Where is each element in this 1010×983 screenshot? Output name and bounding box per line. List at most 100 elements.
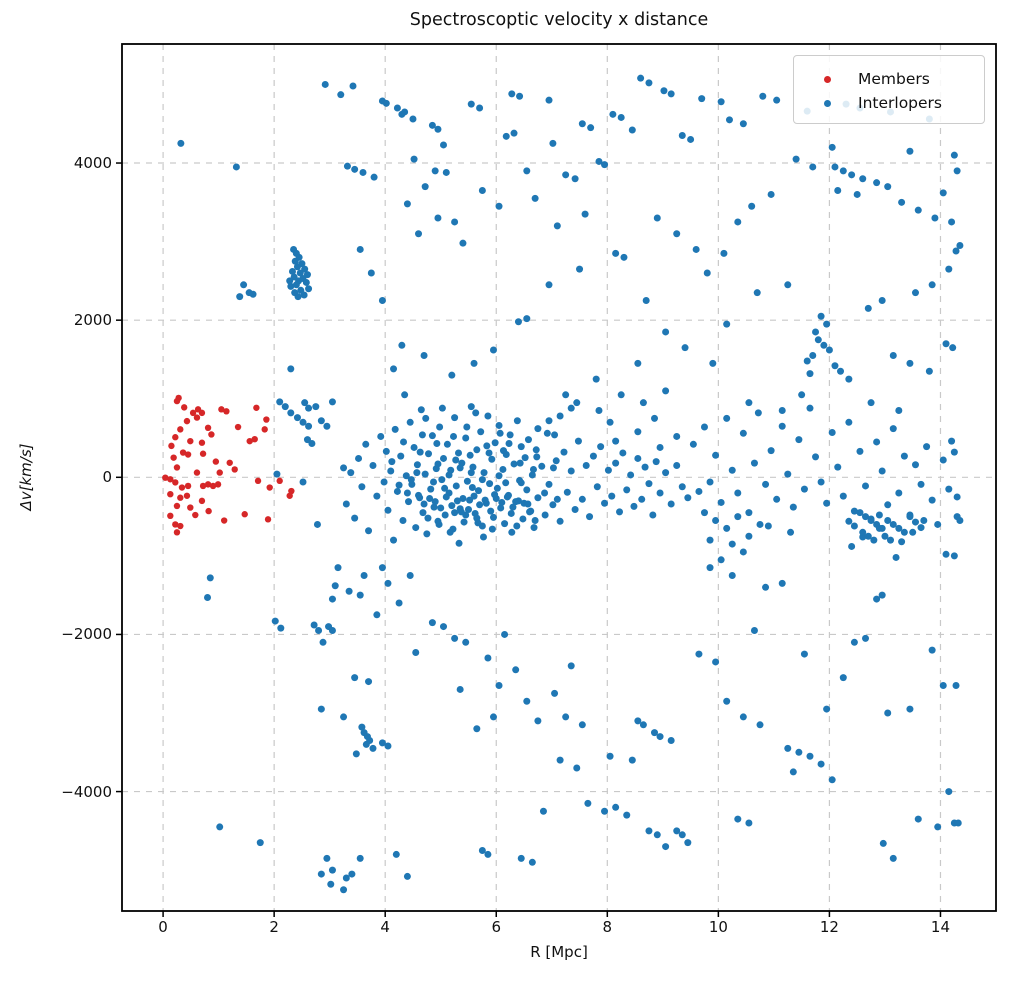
scatter-point-interlopers	[369, 462, 377, 470]
scatter-point-interlopers	[453, 497, 461, 505]
scatter-point-interlopers	[463, 423, 471, 431]
scatter-point-interlopers	[739, 429, 747, 437]
scatter-point-interlopers	[700, 509, 708, 517]
scatter-point-members	[198, 497, 206, 505]
scatter-point-interlopers	[483, 442, 491, 450]
scatter-point-interlopers	[415, 230, 423, 238]
scatter-point-interlopers	[382, 447, 390, 455]
scatter-point-interlopers	[700, 423, 708, 431]
scatter-point-interlopers	[481, 496, 489, 504]
chart-title: Spectroscoptic velocity x distance	[409, 10, 709, 30]
scatter-point-interlopers	[287, 409, 295, 417]
interlopers-marker-icon	[824, 99, 831, 107]
scatter-point-interlopers	[315, 627, 323, 635]
scatter-point-interlopers	[464, 506, 472, 514]
scatter-point-interlopers	[556, 412, 564, 420]
scatter-point-interlopers	[299, 478, 307, 486]
scatter-point-interlopers	[351, 674, 359, 682]
scatter-point-interlopers	[452, 456, 460, 464]
scatter-point-interlopers	[634, 359, 642, 367]
scatter-point-interlopers	[321, 80, 329, 88]
scatter-point-interlopers	[839, 674, 847, 682]
scatter-point-members	[177, 494, 184, 501]
scatter-point-interlopers	[517, 479, 525, 487]
scatter-point-members	[223, 408, 230, 415]
scatter-point-interlopers	[334, 564, 342, 572]
scatter-point-interlopers	[695, 650, 703, 658]
scatter-point-interlopers	[687, 135, 695, 143]
scatter-point-interlopers	[848, 542, 856, 550]
scatter-point-interlopers	[884, 517, 892, 525]
scatter-point-interlopers	[416, 448, 424, 456]
scatter-point-interlopers	[873, 595, 881, 603]
scatter-point-interlopers	[362, 740, 370, 748]
scatter-point-interlopers	[514, 497, 522, 505]
scatter-point-interlopers	[750, 627, 758, 635]
scatter-point-interlopers	[508, 90, 516, 98]
scatter-point-interlopers	[689, 440, 697, 448]
scatter-point-interlopers	[706, 564, 714, 572]
scatter-point-interlopers	[497, 504, 505, 512]
scatter-point-interlopers	[401, 391, 409, 399]
scatter-point-interlopers	[576, 265, 584, 273]
scatter-point-interlopers	[945, 265, 953, 273]
scatter-point-interlopers	[553, 222, 561, 230]
scatter-point-interlopers	[384, 506, 392, 514]
scatter-point-interlopers	[595, 407, 603, 415]
scatter-point-interlopers	[521, 454, 529, 462]
scatter-point-interlopers	[434, 460, 442, 468]
scatter-point-interlopers	[438, 404, 446, 412]
scatter-point-interlopers	[358, 483, 366, 491]
scatter-point-interlopers	[911, 289, 919, 297]
scatter-point-interlopers	[463, 477, 471, 485]
scatter-point-interlopers	[954, 819, 962, 827]
scatter-point-interlopers	[405, 498, 413, 506]
scatter-point-interlopers	[356, 245, 364, 253]
scatter-point-interlopers	[485, 449, 493, 457]
scatter-point-members	[241, 511, 248, 518]
scatter-point-interlopers	[528, 471, 536, 479]
scatter-point-interlopers	[864, 532, 872, 540]
scatter-point-members	[198, 439, 206, 446]
scatter-point-interlopers	[293, 414, 301, 422]
scatter-point-interlopers	[728, 466, 736, 474]
scatter-point-members	[189, 409, 197, 417]
scatter-point-interlopers	[516, 459, 524, 467]
scatter-point-interlopers	[884, 709, 892, 717]
scatter-point-interlopers	[573, 764, 581, 772]
scatter-point-members	[216, 469, 223, 476]
scatter-point-interlopers	[795, 748, 803, 756]
scatter-point-interlopers	[754, 409, 762, 417]
scatter-point-interlopers	[305, 404, 313, 412]
scatter-point-interlopers	[734, 218, 742, 226]
scatter-point-interlopers	[288, 267, 296, 275]
scatter-point-interlopers	[340, 886, 348, 894]
scatter-point-interlopers	[864, 304, 872, 312]
scatter-point-interlopers	[313, 520, 321, 528]
scatter-point-interlopers	[712, 658, 720, 666]
scatter-point-interlopers	[856, 447, 864, 455]
scatter-point-interlopers	[879, 839, 887, 847]
scatter-point-interlopers	[420, 500, 428, 508]
scatter-point-interlopers	[745, 399, 753, 407]
scatter-point-members	[253, 404, 260, 411]
scatter-point-interlopers	[507, 509, 515, 517]
scatter-point-interlopers	[767, 447, 775, 455]
scatter-point-interlopers	[467, 469, 475, 477]
scatter-point-interlopers	[340, 464, 348, 472]
scatter-point-interlopers	[909, 528, 917, 536]
scatter-point-interlopers	[597, 443, 605, 451]
scatter-point-members	[208, 431, 215, 438]
scatter-point-interlopers	[684, 839, 692, 847]
scatter-point-members	[177, 522, 184, 530]
scatter-point-interlopers	[360, 572, 368, 580]
scatter-point-interlopers	[549, 139, 557, 147]
scatter-point-interlopers	[377, 432, 385, 440]
scatter-point-interlopers	[373, 611, 381, 619]
scatter-point-interlopers	[649, 511, 657, 519]
scatter-point-interlopers	[505, 440, 513, 448]
scatter-point-interlopers	[476, 104, 484, 112]
scatter-point-interlopers	[355, 454, 363, 462]
scatter-point-interlopers	[745, 819, 753, 827]
